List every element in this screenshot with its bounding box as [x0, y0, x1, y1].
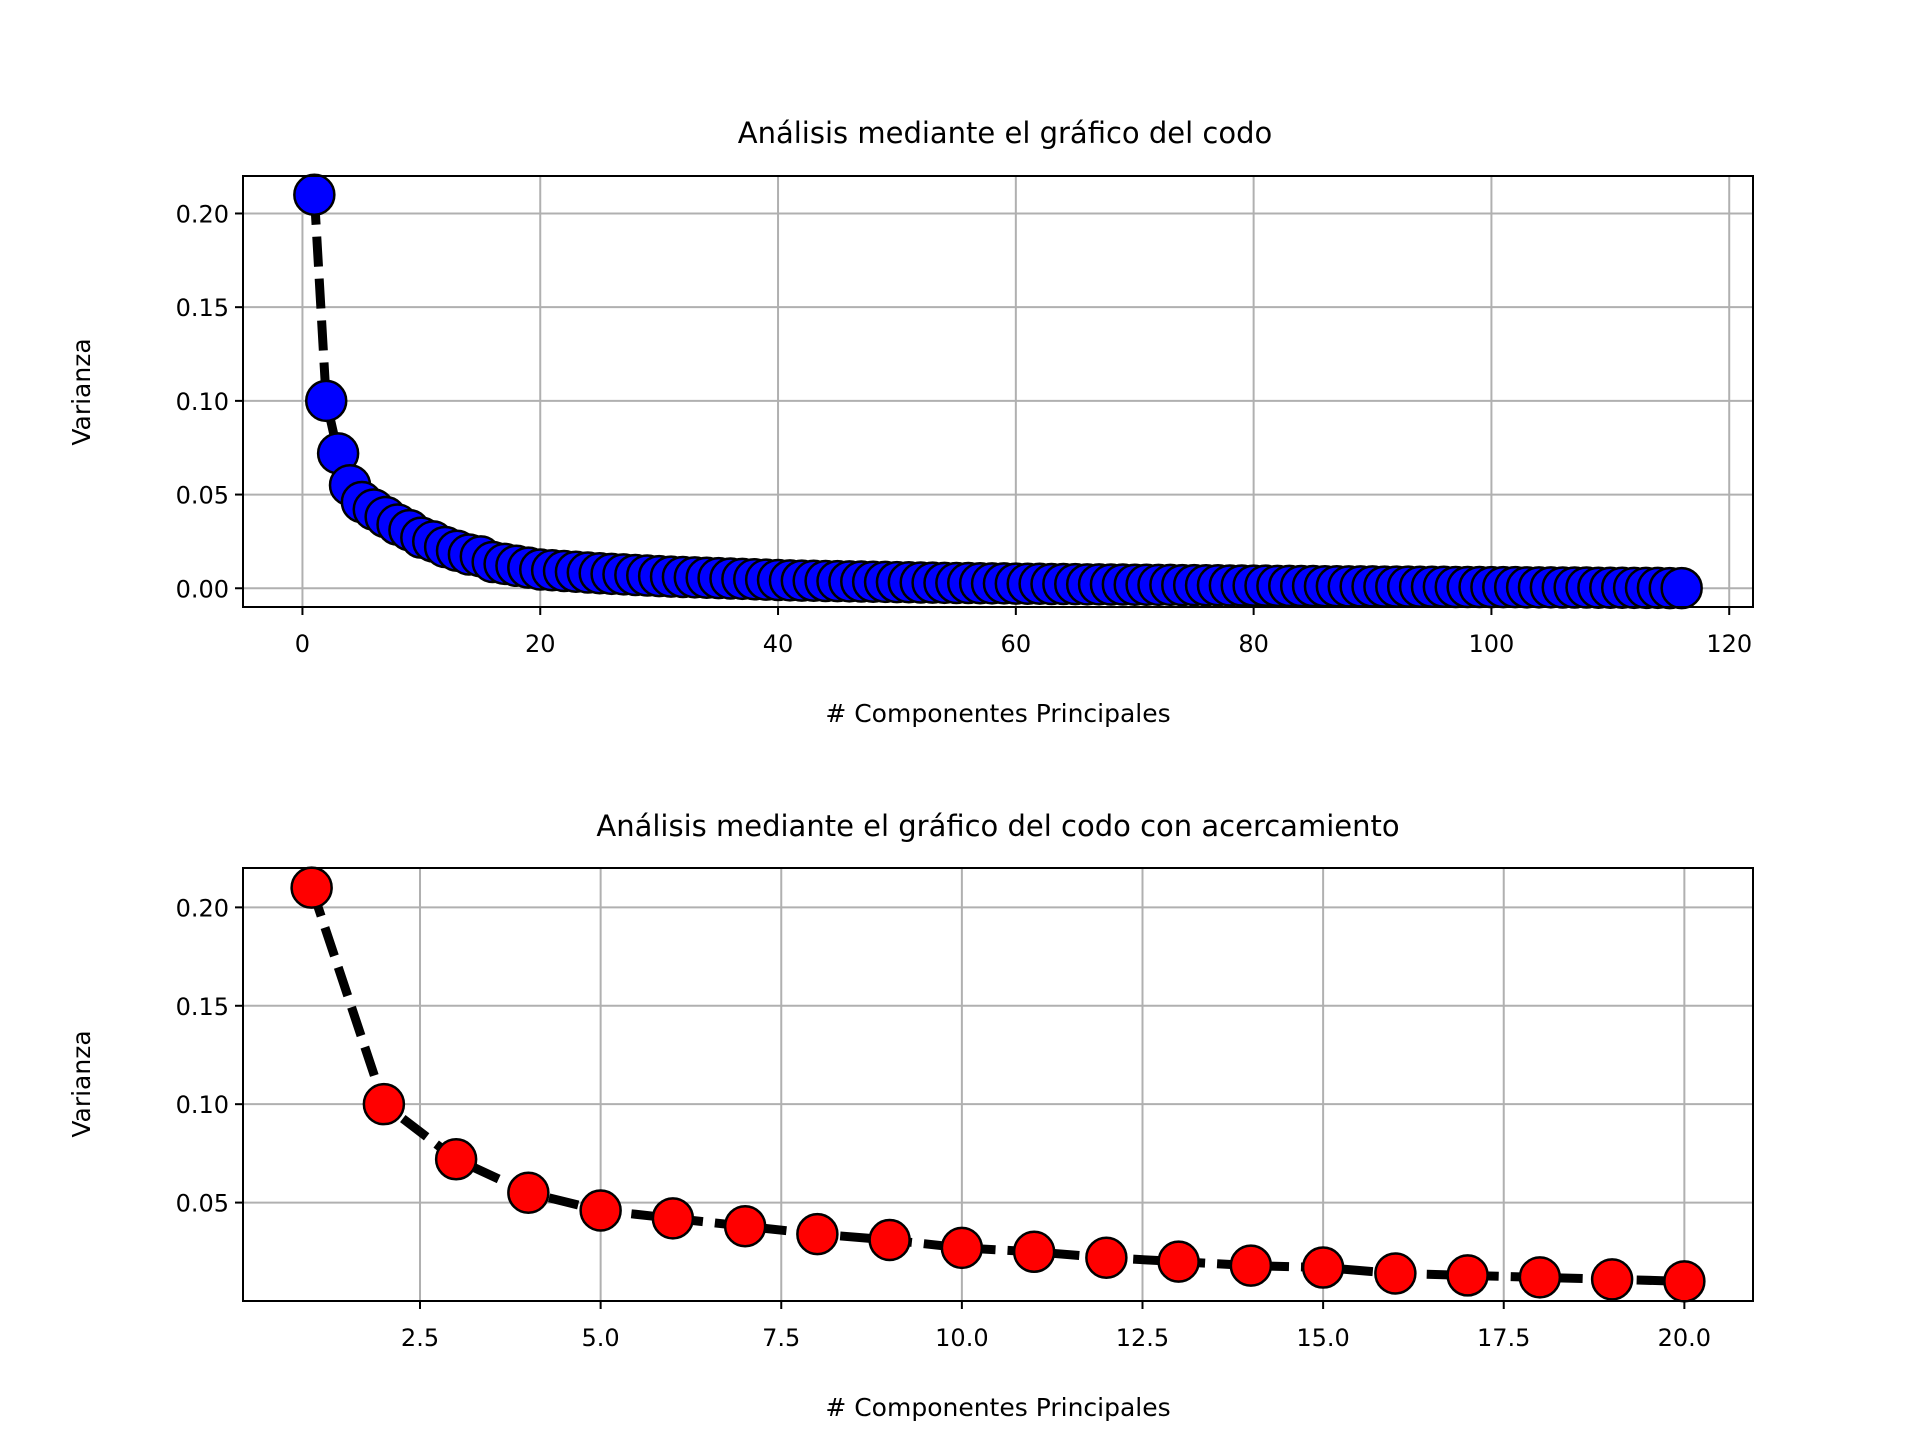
x-tick-label: 100 — [1469, 630, 1515, 658]
data-point — [362, 1082, 406, 1126]
data-point — [796, 1212, 839, 1256]
data-point — [1229, 1244, 1273, 1287]
data-point — [1663, 1260, 1706, 1303]
x-tick-label: 7.5 — [762, 1324, 800, 1352]
plot-frame — [242, 175, 1754, 608]
elbow-chart-zoom: Análisis mediante el gráfico del codo co… — [67, 809, 1754, 1422]
data-point — [507, 1171, 550, 1214]
x-tick-label: 40 — [763, 630, 794, 658]
data-point — [1446, 1254, 1489, 1297]
data-point — [1518, 1256, 1562, 1299]
data-point — [579, 1189, 622, 1232]
series — [290, 866, 1706, 1303]
y-tick-label: 0.05 — [176, 1190, 229, 1218]
x-tick-label: 2.5 — [401, 1324, 439, 1352]
series — [293, 173, 1703, 610]
elbow-chart-full: Análisis mediante el gráfico del codo 0 2… — [67, 116, 1754, 728]
data-point — [304, 379, 348, 423]
x-tick-label: 80 — [1238, 630, 1269, 658]
y-tick-label: 0.20 — [176, 894, 229, 922]
y-axis-ticks: 0.00 0.05 0.10 0.15 0.20 — [176, 200, 243, 603]
data-point — [434, 1138, 478, 1181]
data-point — [293, 173, 336, 216]
y-axis-ticks: 0.05 0.10 0.15 0.20 — [176, 894, 243, 1218]
data-point — [1590, 1258, 1634, 1301]
x-tick-label: 12.5 — [1116, 1324, 1169, 1352]
x-axis-ticks: 0 20 40 60 80 100 120 — [295, 607, 1752, 658]
x-tick-label: 15.0 — [1296, 1324, 1349, 1352]
data-point — [290, 866, 333, 909]
x-tick-label: 17.5 — [1477, 1324, 1530, 1352]
y-tick-label: 0.05 — [176, 482, 229, 510]
y-tick-label: 0.10 — [176, 388, 229, 416]
y-tick-label: 0.20 — [176, 200, 229, 228]
chart-title: Análisis mediante el gráfico del codo co… — [596, 809, 1399, 843]
y-tick-label: 0.00 — [176, 575, 229, 603]
data-point — [651, 1197, 695, 1240]
x-tick-label: 20 — [525, 630, 556, 658]
data-point — [940, 1226, 984, 1270]
data-point — [1374, 1252, 1417, 1295]
data-point — [1085, 1236, 1128, 1279]
x-tick-label: 120 — [1706, 630, 1752, 658]
y-axis-label: Varianza — [67, 1030, 96, 1137]
y-tick-label: 0.10 — [176, 1091, 229, 1119]
data-point — [1157, 1240, 1200, 1283]
chart-title: Análisis mediante el gráfico del codo — [738, 116, 1273, 150]
x-tick-label: 5.0 — [582, 1324, 620, 1352]
data-point — [868, 1218, 911, 1262]
x-tick-label: 0 — [295, 630, 310, 658]
y-tick-label: 0.15 — [176, 294, 229, 322]
data-point — [1301, 1246, 1345, 1289]
data-point — [723, 1204, 767, 1248]
x-axis-label: # Componentes Principales — [825, 1393, 1170, 1422]
data-point — [1012, 1230, 1056, 1274]
y-tick-label: 0.15 — [176, 993, 229, 1021]
data-point — [1660, 566, 1703, 610]
grid — [243, 868, 1753, 1301]
x-tick-label: 10.0 — [935, 1324, 988, 1352]
x-tick-label: 60 — [1001, 630, 1032, 658]
x-axis-label: # Componentes Principales — [825, 699, 1170, 728]
y-axis-label: Varianza — [67, 338, 96, 445]
plot-frame — [242, 867, 1754, 1302]
x-tick-label: 20.0 — [1658, 1324, 1711, 1352]
x-axis-ticks: 2.5 5.0 7.5 10.0 12.5 15.0 17.5 20.0 — [401, 1301, 1711, 1352]
